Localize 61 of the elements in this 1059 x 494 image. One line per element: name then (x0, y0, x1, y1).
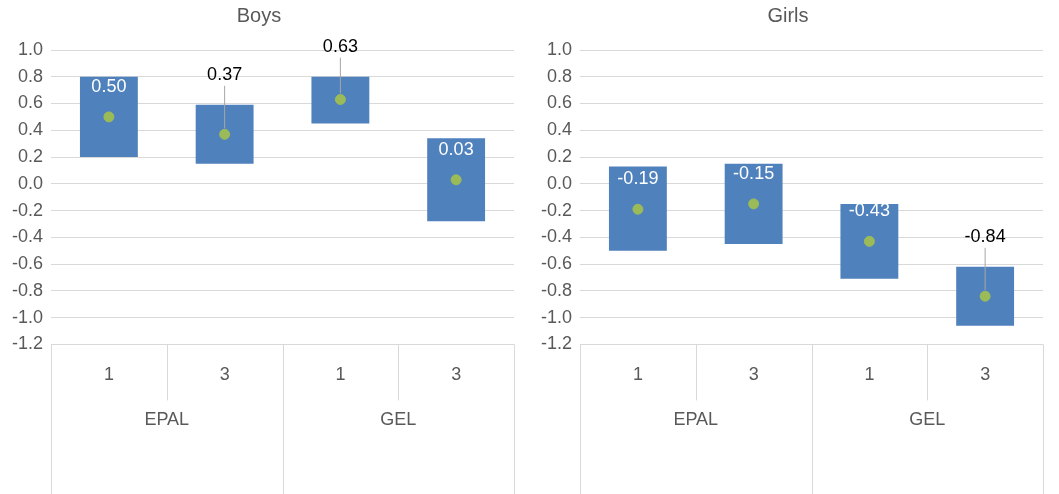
point (334, 94, 346, 106)
y-tick-label: 0.6 (546, 92, 573, 113)
y-tick-label: 0.0 (17, 172, 44, 193)
text: EPAL (144, 409, 190, 430)
y-tick-label: 1.0 (546, 38, 573, 59)
bar (840, 203, 899, 279)
x-tick-label: 1 (103, 364, 114, 385)
y-tick-label: 0.2 (17, 146, 44, 167)
bar (79, 76, 138, 158)
chart-title: Boys (236, 3, 282, 26)
x-tick-label: 1 (864, 364, 875, 385)
y-tick-label: -0.6 (11, 253, 44, 274)
y-tick-label: 0.8 (17, 65, 44, 86)
data-label: 0.37 (207, 63, 243, 84)
x-tick-label: 3 (748, 364, 759, 385)
bar (724, 163, 783, 245)
text: EPAL (673, 409, 719, 430)
bar (608, 166, 667, 251)
x-tick-label: 1 (632, 364, 643, 385)
text: GEL (909, 409, 946, 430)
bar (956, 266, 1015, 326)
data-label: 0.50 (91, 75, 127, 96)
y-tick-label: -1.2 (540, 333, 573, 354)
point (979, 290, 991, 302)
y-tick-label: 0.4 (17, 119, 44, 140)
y-tick-label: 0.6 (17, 92, 44, 113)
y-tick-label: 0.0 (546, 172, 573, 193)
y-tick-label: 0.2 (546, 146, 573, 167)
data-label: -0.15 (733, 162, 775, 183)
y-tick-label: -0.4 (540, 226, 573, 247)
bar (195, 104, 254, 164)
text: GEL (380, 409, 417, 430)
chart-title: Girls (767, 3, 809, 26)
y-tick-label: -0.8 (11, 279, 44, 300)
y-tick-label: -1.0 (11, 306, 44, 327)
data-label: -0.84 (964, 225, 1006, 246)
x-tick-label: 3 (980, 364, 991, 385)
y-tick-label: -0.4 (11, 226, 44, 247)
y-tick-label: -0.2 (540, 199, 573, 220)
point (103, 111, 115, 123)
data-label: 0.63 (322, 35, 358, 56)
point (748, 198, 760, 210)
y-tick-label: 0.4 (546, 119, 573, 140)
x-tick-label: 3 (451, 364, 462, 385)
point (632, 203, 644, 215)
point (450, 174, 462, 186)
bar (427, 138, 486, 222)
x-tick-label: 1 (335, 364, 346, 385)
y-tick-label: -1.2 (11, 333, 44, 354)
y-tick-label: -0.6 (540, 253, 573, 274)
y-tick-label: 0.8 (546, 65, 573, 86)
point (863, 235, 875, 247)
x-tick-label: 3 (219, 364, 230, 385)
point (219, 128, 231, 140)
data-label: 0.03 (438, 138, 474, 159)
y-tick-label: 1.0 (17, 38, 44, 59)
y-tick-label: -0.8 (540, 279, 573, 300)
data-label: -0.19 (617, 168, 659, 189)
bar (311, 76, 370, 124)
y-tick-label: -1.0 (540, 306, 573, 327)
y-tick-label: -0.2 (11, 199, 44, 220)
